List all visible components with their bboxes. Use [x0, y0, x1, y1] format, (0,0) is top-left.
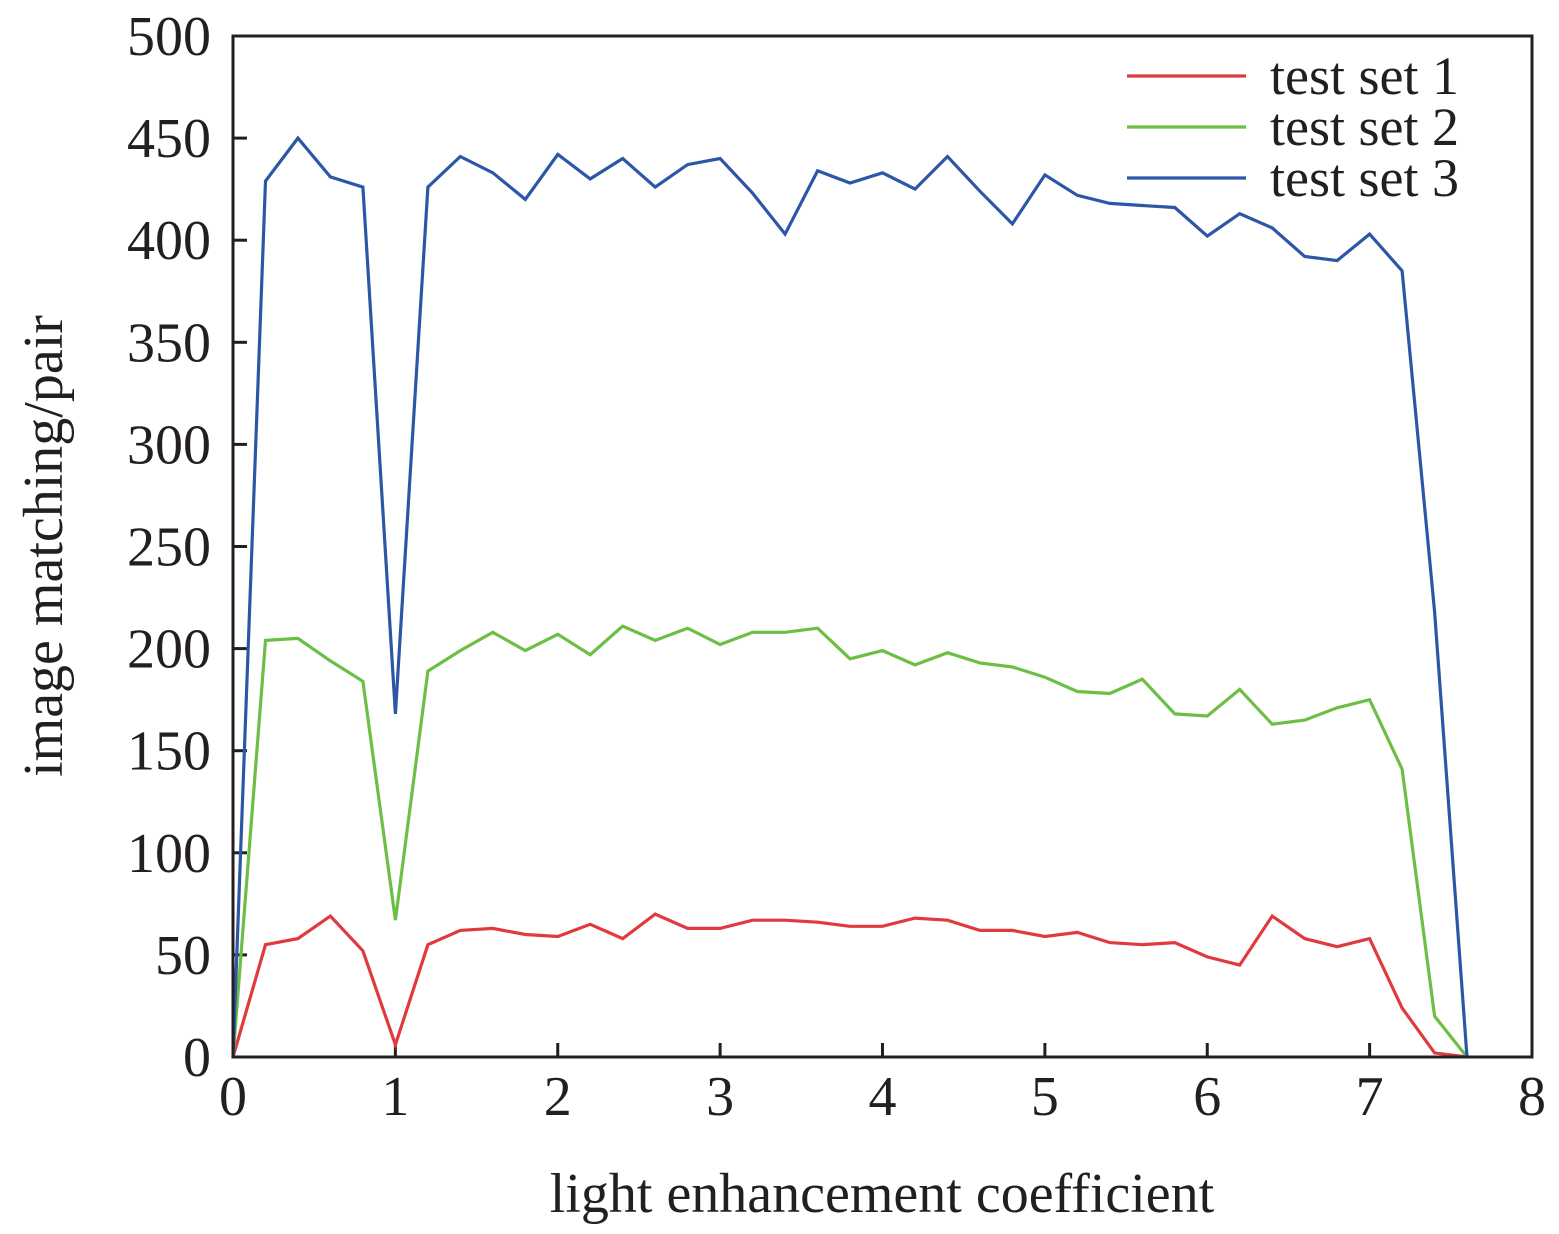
y-tick-label-8: 400 [127, 210, 211, 272]
x-tick-label-4: 4 [869, 1066, 897, 1128]
plot-frame [231, 34, 1534, 1059]
x-tick-label-0: 0 [219, 1066, 247, 1128]
y-axis-title: image matching/pair [13, 315, 75, 777]
tick-labels: 0 1 2 3 4 5 6 7 8 0 50 100 150 200 250 300 350 400 450 500 [127, 6, 1546, 1128]
x-tick-label-2: 2 [544, 1066, 572, 1128]
y-tick-label-5: 250 [127, 517, 211, 579]
y-tick-label-3: 150 [127, 721, 211, 783]
series-line-2 [231, 624, 1469, 1058]
y-tick-label-2: 100 [127, 823, 211, 885]
x-tick-label-6: 6 [1193, 1066, 1221, 1128]
y-tick-label-9: 450 [127, 108, 211, 170]
x-axis-title: light enhancement coefficient [550, 1163, 1215, 1225]
x-tick-label-3: 3 [706, 1066, 734, 1128]
x-tick-label-5: 5 [1031, 1066, 1059, 1128]
y-tick-label-6: 300 [127, 414, 211, 476]
y-tick-label-7: 350 [127, 312, 211, 374]
y-tick-label-0: 0 [183, 1027, 211, 1089]
series-line-1 [231, 912, 1468, 1059]
legend-label-3: test set 3 [1270, 148, 1459, 208]
legend-label-1: test set 1 [1270, 46, 1459, 106]
series-line-3 [231, 135, 1469, 1058]
y-tick-label-10: 500 [127, 6, 211, 68]
series-lines [231, 135, 1469, 1059]
x-tick-label-8: 8 [1518, 1066, 1546, 1128]
y-tick-label-1: 50 [155, 925, 211, 987]
y-tick-label-4: 200 [127, 619, 211, 681]
x-tick-label-7: 7 [1356, 1066, 1384, 1128]
x-tick-label-1: 1 [381, 1066, 409, 1128]
legend-label-2: test set 2 [1270, 97, 1459, 157]
